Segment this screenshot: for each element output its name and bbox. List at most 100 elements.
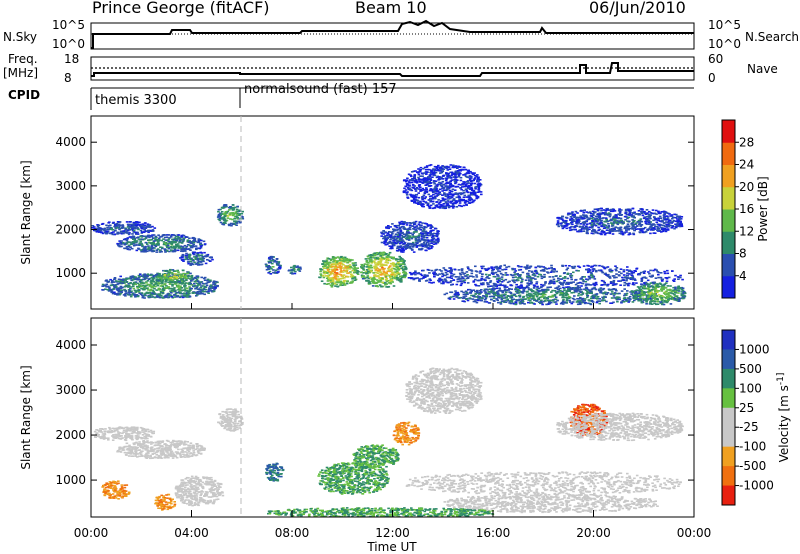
power-cell (162, 238, 165, 240)
power-cell (384, 275, 388, 278)
power-cell (151, 289, 155, 292)
power-cell (414, 273, 417, 276)
power-cell (160, 239, 163, 242)
power-cell (414, 197, 417, 199)
power-cell (454, 182, 457, 185)
power-cell (236, 210, 239, 213)
power-cell (416, 239, 419, 241)
power-cell (170, 246, 173, 248)
power-cell (370, 260, 373, 263)
power-cell (341, 277, 345, 280)
power-cell (231, 204, 235, 206)
power-cell (373, 275, 376, 278)
power-cell (389, 241, 392, 243)
power-cell (354, 268, 357, 270)
power-cell (419, 186, 422, 189)
power-cell (335, 281, 338, 283)
power-cell (444, 207, 447, 209)
power-cell (147, 278, 151, 281)
power-cell (443, 189, 446, 191)
power-cell (589, 303, 593, 306)
power-cell (367, 265, 370, 268)
power-cell (160, 246, 164, 249)
power-cell (98, 231, 101, 233)
power-cell (399, 257, 403, 259)
power-cell (147, 296, 151, 299)
power-cell (419, 190, 422, 192)
power-cell (561, 265, 564, 267)
power-cell (201, 259, 205, 262)
power-cell (606, 292, 610, 294)
power-cell (448, 191, 451, 194)
power-cell (677, 278, 680, 280)
power-cell (325, 259, 329, 261)
power-cell (429, 171, 432, 174)
power-cell (165, 285, 168, 287)
power-cell (561, 296, 564, 299)
power-cell (170, 271, 174, 274)
power-cell (161, 280, 164, 283)
power-cell (565, 299, 569, 302)
power-cell (422, 236, 426, 239)
power-cell (179, 291, 182, 294)
power-cell (380, 285, 383, 288)
power-cell (403, 276, 406, 279)
power-cell (417, 179, 421, 181)
power-cell (347, 272, 350, 274)
power-cell (640, 280, 643, 283)
power-cell (394, 263, 398, 266)
power-cell (402, 262, 405, 265)
power-cell (139, 223, 142, 226)
power-cell (589, 292, 592, 294)
power-cell (365, 261, 369, 263)
power-cell (608, 289, 611, 291)
power-cell (184, 290, 187, 292)
power-cell (201, 257, 204, 259)
power-cell (126, 223, 130, 226)
power-cell (229, 222, 233, 225)
power-cell (273, 261, 276, 263)
power-cell (330, 277, 333, 279)
power-cell (572, 281, 575, 283)
power-cell (592, 287, 596, 290)
power-cell (591, 270, 595, 272)
power-cell (607, 273, 610, 276)
power-cell (269, 273, 273, 275)
power-cell (429, 279, 432, 282)
power-cell (176, 236, 180, 238)
power-cell (539, 269, 543, 272)
power-cell (404, 248, 407, 250)
power-cell (543, 284, 546, 286)
power-cell (342, 274, 346, 276)
power-cell (589, 274, 593, 276)
power-cell (385, 260, 388, 262)
power-cell (520, 290, 524, 293)
power-cell (452, 164, 455, 167)
power-cell (318, 276, 321, 279)
power-cell (185, 277, 188, 280)
power-cell (416, 241, 420, 243)
power-cell (124, 289, 127, 292)
power-cell (142, 224, 145, 227)
power-cell (567, 297, 571, 299)
power-cell (331, 283, 334, 285)
power-cell (449, 186, 453, 188)
power-cell (334, 265, 338, 267)
power-cell (480, 265, 483, 268)
power-cell (106, 288, 110, 291)
power-cell (436, 183, 440, 186)
power-cell (444, 185, 447, 188)
power-cell (623, 293, 627, 295)
power-cell (419, 273, 423, 275)
power-cell (523, 266, 526, 268)
power-cell (576, 289, 580, 291)
power-cell (182, 272, 185, 275)
power-cell (406, 183, 409, 186)
power-cell (127, 277, 131, 280)
power-cell (568, 299, 571, 302)
power-cell (465, 183, 469, 185)
power-cell (597, 300, 600, 302)
power-cell (152, 234, 156, 236)
power-cell (406, 242, 410, 245)
power-cell (197, 241, 201, 244)
